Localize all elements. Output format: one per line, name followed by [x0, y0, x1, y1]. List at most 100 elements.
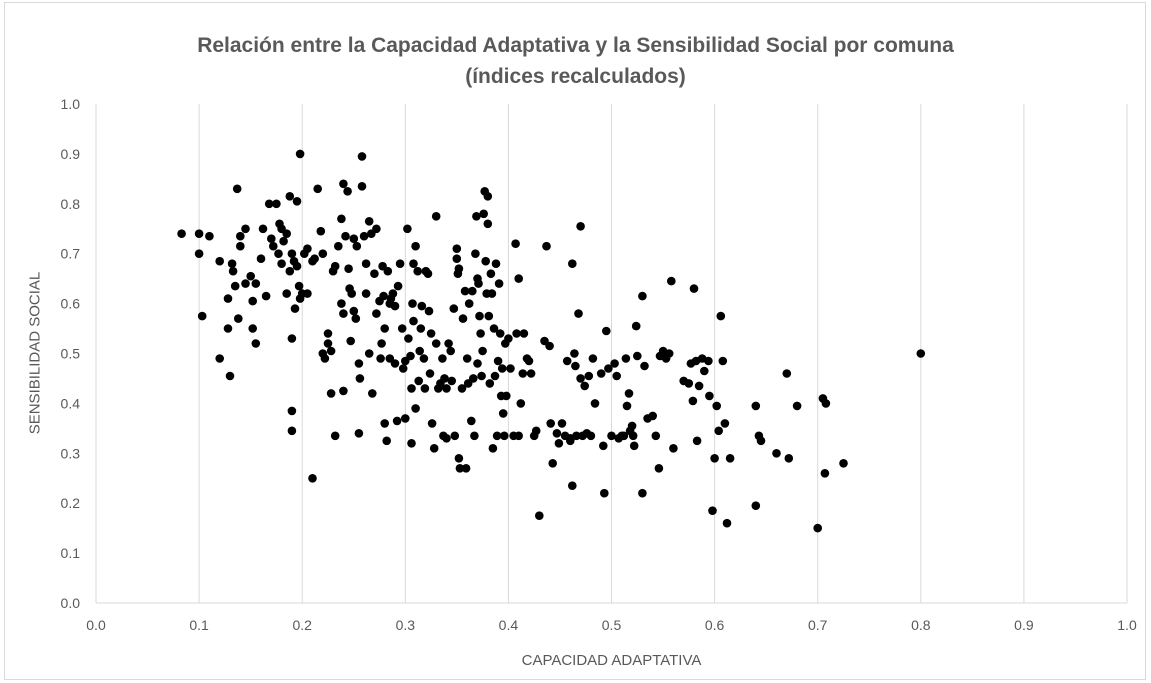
data-point [772, 449, 781, 458]
data-point [491, 259, 501, 269]
data-point [704, 356, 713, 366]
data-point [246, 271, 255, 281]
data-point [452, 254, 462, 263]
data-point [416, 324, 426, 333]
data-point [628, 431, 638, 441]
data-point [588, 354, 598, 363]
data-point [638, 488, 647, 498]
data-point [425, 369, 435, 378]
data-point [545, 341, 554, 351]
data-point [285, 266, 295, 276]
data-point [473, 359, 482, 368]
data-point [751, 401, 761, 411]
data-point [442, 434, 451, 443]
x-tick-labels: 0.0 0.1 0.2 0.3 0.4 0.5 0.6 0.7 0.8 0.9 1.0 [86, 617, 1137, 633]
data-points [177, 149, 926, 533]
data-point [524, 356, 534, 366]
data-point [633, 351, 642, 361]
data-point [390, 359, 400, 368]
data-point [330, 431, 340, 441]
data-point [423, 269, 433, 279]
data-point [415, 346, 425, 356]
data-point [404, 334, 413, 343]
data-point [267, 234, 276, 243]
data-point [572, 431, 581, 441]
data-point [431, 212, 441, 221]
data-point [407, 439, 416, 448]
data-point [339, 179, 348, 189]
data-point [295, 149, 305, 159]
x-tick-label: 0.2 [292, 617, 312, 633]
data-point [401, 414, 410, 423]
data-point [407, 384, 416, 393]
data-point [197, 311, 207, 321]
data-point [688, 396, 698, 406]
data-point [474, 279, 483, 288]
data-point [571, 361, 580, 371]
data-point [294, 281, 304, 291]
data-point [722, 518, 732, 528]
data-point [708, 506, 717, 515]
data-point [390, 301, 400, 311]
data-point [261, 291, 271, 301]
data-point [461, 464, 471, 473]
data-point [343, 187, 352, 196]
chart-title: Relación entre la Capacidad Adaptativa y… [0, 30, 1151, 92]
data-point [380, 419, 390, 428]
data-point [414, 376, 424, 386]
data-point [241, 224, 250, 234]
data-point [409, 259, 418, 269]
data-point [227, 259, 237, 269]
data-point [205, 231, 214, 241]
data-point [368, 389, 377, 398]
y-tick-label: 0.3 [61, 445, 81, 461]
data-point [580, 381, 589, 391]
data-point [718, 356, 728, 366]
data-point [215, 354, 224, 363]
data-point [531, 426, 541, 436]
y-tick-label: 1.0 [61, 96, 81, 112]
data-point [607, 431, 616, 441]
data-point [354, 359, 364, 368]
data-point [364, 349, 374, 358]
data-point [485, 379, 495, 388]
data-point [516, 399, 526, 408]
data-point [700, 366, 709, 376]
data-point [282, 289, 292, 298]
data-point [460, 286, 470, 296]
data-point [694, 381, 704, 391]
data-point [290, 304, 300, 313]
data-point [354, 429, 364, 438]
data-point [351, 314, 361, 323]
data-point [590, 399, 600, 408]
data-point [287, 249, 297, 258]
data-point [285, 192, 295, 201]
data-point [667, 276, 676, 286]
x-tick-label: 1.0 [1117, 617, 1137, 633]
data-point [228, 266, 238, 276]
y-tick-label: 0.4 [61, 395, 81, 411]
y-tick-label: 0.1 [61, 545, 81, 561]
data-point [318, 249, 328, 258]
data-point [498, 409, 508, 418]
data-point [710, 454, 719, 463]
data-point [251, 279, 261, 288]
data-point [215, 256, 224, 266]
data-point [454, 264, 464, 274]
data-point [483, 192, 493, 201]
data-point [177, 229, 186, 238]
data-point [612, 371, 621, 381]
data-point [225, 371, 235, 381]
data-point [487, 289, 497, 298]
data-point [427, 419, 437, 428]
data-point [483, 219, 493, 229]
data-point [751, 501, 761, 511]
data-point [714, 426, 723, 436]
data-point [361, 259, 371, 269]
data-point [476, 329, 485, 338]
data-point [277, 259, 286, 269]
data-point [481, 256, 491, 266]
y-tick-label: 0.0 [61, 595, 81, 611]
data-point [395, 259, 405, 269]
